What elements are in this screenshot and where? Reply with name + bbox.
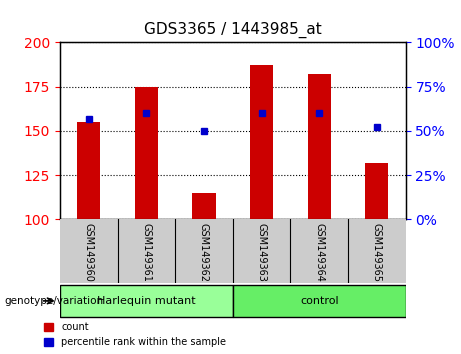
Text: GSM149365: GSM149365 [372, 223, 382, 282]
Text: GSM149363: GSM149363 [257, 223, 266, 281]
Title: GDS3365 / 1443985_at: GDS3365 / 1443985_at [144, 22, 322, 38]
Text: Harlequin mutant: Harlequin mutant [97, 296, 195, 306]
Text: GSM149360: GSM149360 [84, 223, 94, 281]
Bar [308, 74, 331, 219]
Bar [365, 163, 388, 219]
Bar [118, 219, 175, 283]
Bar [135, 87, 158, 219]
Text: control: control [300, 296, 338, 306]
Bar [175, 219, 233, 283]
Bar [348, 219, 406, 283]
Bar [250, 65, 273, 219]
Bar [77, 122, 100, 219]
Bar [233, 219, 290, 283]
Text: GSM149364: GSM149364 [314, 223, 324, 281]
Bar [60, 219, 118, 283]
FancyBboxPatch shape [60, 285, 233, 317]
Text: GSM149361: GSM149361 [142, 223, 151, 281]
Legend: count, percentile rank within the sample: count, percentile rank within the sample [42, 320, 228, 349]
Bar [290, 219, 348, 283]
Text: GSM149362: GSM149362 [199, 223, 209, 282]
FancyBboxPatch shape [233, 285, 406, 317]
Bar [193, 193, 216, 219]
Text: genotype/variation: genotype/variation [5, 296, 104, 306]
